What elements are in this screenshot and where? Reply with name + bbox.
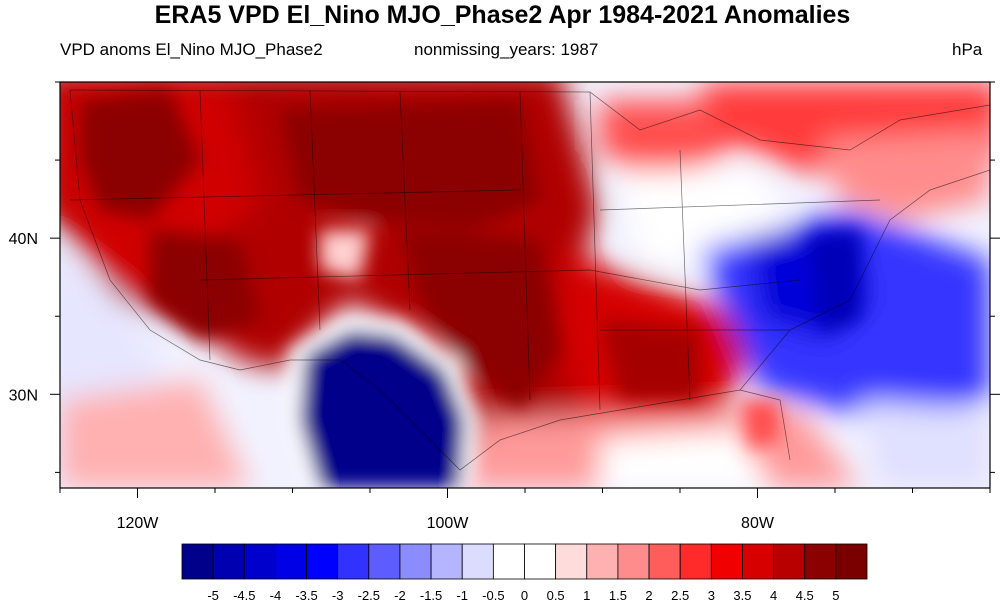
colorbar-swatch [804, 543, 837, 580]
colorbar-label: 3 [708, 588, 715, 603]
lat-tick-label: 30N [9, 387, 38, 404]
lon-tick-label: 100W [427, 515, 470, 532]
colorbar-swatch [430, 543, 463, 580]
colorbar-swatch [617, 543, 650, 580]
colorbar-swatch [243, 543, 276, 580]
colorbar-swatch [679, 543, 712, 580]
nonmissing-years-subtitle: nonmissing_years: 1987 [414, 40, 599, 59]
colorbar-label: 2 [645, 588, 652, 603]
colorbar-swatch [275, 543, 307, 580]
colorbar-label: -2.5 [358, 588, 380, 603]
colorbar-swatch [742, 543, 774, 580]
colorbar-label: 0.5 [547, 588, 565, 603]
colorbar-label: -0.5 [482, 588, 504, 603]
vpd-anomaly-field [60, 82, 990, 488]
colorbar-label: 1 [583, 588, 590, 603]
lat-tick-label: 40N [9, 231, 38, 248]
colorbar-swatch [181, 543, 214, 580]
colorbar-swatch [461, 543, 494, 580]
colorbar-swatch [399, 543, 432, 580]
colorbar-label: -3.5 [295, 588, 317, 603]
variable-subtitle: VPD anoms El_Nino MJO_Phase2 [60, 40, 323, 59]
colorbar-swatch [555, 543, 588, 580]
colorbar-swatch [337, 543, 370, 580]
colorbar-label: -5 [207, 588, 219, 603]
colorbar-swatch [835, 543, 868, 580]
colorbar-label: 3.5 [733, 588, 751, 603]
map-title: ERA5 VPD El_Nino MJO_Phase2 Apr 1984-202… [154, 1, 851, 29]
colorbar-label: 0 [521, 588, 528, 603]
latitude-axis: 40N 30N [9, 81, 1000, 473]
colorbar-swatch [586, 543, 619, 580]
longitude-axis: 120W 100W 80W [59, 488, 991, 532]
colorbar-label: 4.5 [796, 588, 814, 603]
colorbar-label: -1 [456, 588, 468, 603]
colorbar-label: 1.5 [609, 588, 627, 603]
units-label: hPa [952, 40, 983, 59]
colorbar-label: -2 [394, 588, 406, 603]
colorbar-swatch [773, 543, 806, 580]
colorbar-label: -4 [270, 588, 282, 603]
colorbar-swatch [524, 543, 557, 580]
colorbar-swatch [710, 543, 743, 580]
colorbar-label: 5 [832, 588, 839, 603]
colorbar: -5 -4.5 -4 -3.5 -3 -2.5 -2 -1.5 -1 -0.5 0 0.5 1 1.5 2 2… [181, 543, 868, 603]
lon-tick-label: 80W [741, 515, 775, 532]
colorbar-swatch [648, 543, 681, 580]
colorbar-swatch [492, 543, 525, 580]
colorbar-label: 2.5 [671, 588, 689, 603]
colorbar-label: 4 [770, 588, 777, 603]
colorbar-label: -4.5 [233, 588, 255, 603]
colorbar-swatch [368, 543, 401, 580]
colorbar-swatch [212, 543, 245, 580]
colorbar-label: -1.5 [420, 588, 442, 603]
colorbar-label: -3 [332, 588, 344, 603]
lon-tick-label: 120W [117, 515, 160, 532]
colorbar-swatch [306, 543, 339, 580]
